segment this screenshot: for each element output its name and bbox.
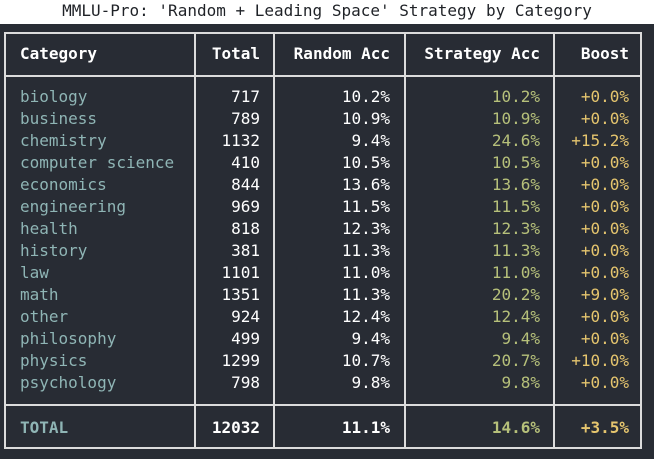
cell-strategy-acc: 11.5%: [491, 197, 540, 216]
cell-category: computer science: [20, 153, 175, 172]
cell-boost: +0.0%: [580, 307, 629, 326]
cell-category: biology: [20, 87, 88, 106]
cell-category: economics: [20, 175, 107, 194]
cell-total: 844: [231, 175, 260, 194]
cell-boost: +0.0%: [580, 263, 629, 282]
cell-boost: +0.0%: [580, 219, 629, 238]
cell-category: philosophy: [20, 329, 117, 348]
cell-category: physics: [20, 351, 88, 370]
results-table: Category Total Random Acc Strategy Acc B…: [4, 32, 642, 449]
cell-category: law: [20, 263, 49, 282]
cell-boost: +0.0%: [580, 87, 629, 106]
cell-random-acc: 10.5%: [341, 153, 390, 172]
header-total: Total: [211, 44, 260, 63]
cell-random-acc: 9.8%: [351, 373, 390, 392]
header-boost: Boost: [580, 44, 629, 63]
column-divider: [553, 34, 555, 447]
cell-boost: +0.0%: [580, 109, 629, 128]
cell-boost: +10.0%: [571, 351, 629, 370]
header-strategy-acc: Strategy Acc: [424, 44, 540, 63]
cell-boost: +15.2%: [571, 131, 629, 150]
cell-total: 924: [231, 307, 260, 326]
cell-total: 1299: [221, 351, 260, 370]
total-strategy-acc: 14.6%: [491, 418, 540, 437]
cell-category: other: [20, 307, 69, 326]
cell-category: health: [20, 219, 78, 238]
cell-strategy-acc: 11.0%: [491, 263, 540, 282]
column-divider: [273, 34, 275, 447]
cell-random-acc: 12.4%: [341, 307, 390, 326]
cell-boost: +0.0%: [580, 373, 629, 392]
cell-random-acc: 10.9%: [341, 109, 390, 128]
header-random-acc: Random Acc: [293, 44, 390, 63]
cell-random-acc: 11.0%: [341, 263, 390, 282]
cell-strategy-acc: 24.6%: [491, 131, 540, 150]
cell-random-acc: 9.4%: [351, 329, 390, 348]
total-divider: [6, 404, 640, 406]
cell-strategy-acc: 13.6%: [491, 175, 540, 194]
cell-boost: +0.0%: [580, 153, 629, 172]
cell-strategy-acc: 20.2%: [491, 285, 540, 304]
cell-strategy-acc: 10.9%: [491, 109, 540, 128]
cell-random-acc: 10.2%: [341, 87, 390, 106]
cell-random-acc: 13.6%: [341, 175, 390, 194]
cell-random-acc: 11.5%: [341, 197, 390, 216]
cell-strategy-acc: 9.8%: [501, 373, 540, 392]
cell-total: 1132: [221, 131, 260, 150]
cell-total: 410: [231, 153, 260, 172]
column-divider: [404, 34, 406, 447]
cell-total: 381: [231, 241, 260, 260]
cell-strategy-acc: 10.2%: [491, 87, 540, 106]
header-divider: [6, 75, 640, 77]
window-title: MMLU-Pro: 'Random + Leading Space' Strat…: [62, 1, 592, 20]
cell-category: psychology: [20, 373, 117, 392]
cell-random-acc: 10.7%: [341, 351, 390, 370]
cell-category: business: [20, 109, 98, 128]
cell-total: 499: [231, 329, 260, 348]
cell-strategy-acc: 12.3%: [491, 219, 540, 238]
cell-strategy-acc: 20.7%: [491, 351, 540, 370]
header-category: Category: [20, 44, 98, 63]
total-count: 12032: [211, 418, 260, 437]
cell-random-acc: 11.3%: [341, 241, 390, 260]
cell-strategy-acc: 11.3%: [491, 241, 540, 260]
cell-strategy-acc: 12.4%: [491, 307, 540, 326]
cell-category: engineering: [20, 197, 126, 216]
cell-random-acc: 12.3%: [341, 219, 390, 238]
cell-total: 717: [231, 87, 260, 106]
cell-category: chemistry: [20, 131, 107, 150]
cell-boost: +0.0%: [580, 175, 629, 194]
cell-boost: +9.0%: [580, 285, 629, 304]
terminal-output: Category Total Random Acc Strategy Acc B…: [0, 24, 654, 459]
column-divider: [194, 34, 196, 447]
cell-strategy-acc: 9.4%: [501, 329, 540, 348]
cell-total: 969: [231, 197, 260, 216]
cell-random-acc: 9.4%: [351, 131, 390, 150]
cell-total: 1351: [221, 285, 260, 304]
cell-random-acc: 11.3%: [341, 285, 390, 304]
total-random-acc: 11.1%: [341, 418, 390, 437]
cell-category: math: [20, 285, 59, 304]
total-boost: +3.5%: [580, 418, 629, 437]
total-category: TOTAL: [20, 418, 69, 437]
cell-total: 1101: [221, 263, 260, 282]
cell-total: 789: [231, 109, 260, 128]
cell-boost: +0.0%: [580, 329, 629, 348]
cell-strategy-acc: 10.5%: [491, 153, 540, 172]
cell-category: history: [20, 241, 88, 260]
cell-boost: +0.0%: [580, 241, 629, 260]
cell-total: 798: [231, 373, 260, 392]
cell-total: 818: [231, 219, 260, 238]
cell-boost: +0.0%: [580, 197, 629, 216]
